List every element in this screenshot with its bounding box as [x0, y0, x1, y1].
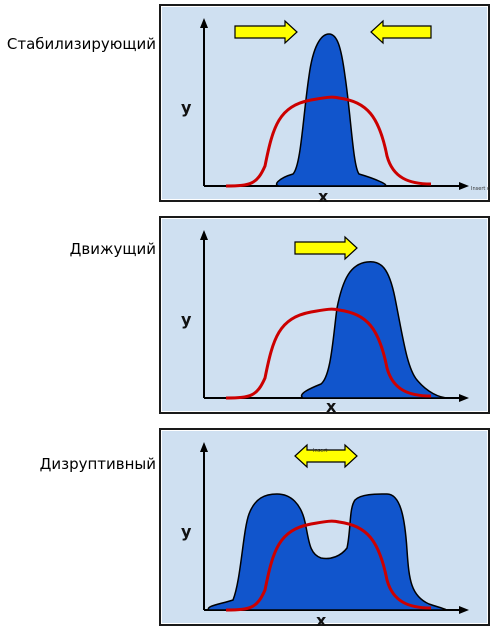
x-axis-label: x [326, 397, 337, 416]
x-axis-arrowhead [459, 182, 469, 190]
panel-label-stabilizing: Стабилизирующий [6, 35, 156, 53]
x-axis-arrowhead [459, 394, 469, 402]
directional-panel: y x [159, 216, 490, 416]
stabilizing-panel: y x Insert c [159, 4, 490, 204]
x-axis-label: x [316, 611, 327, 628]
original-distribution-curve [225, 307, 432, 400]
y-axis-label: y [181, 98, 192, 117]
original-distribution-curve [225, 95, 432, 188]
y-axis-arrowhead [200, 230, 208, 240]
arrow-left-inward [370, 19, 432, 45]
y-axis-label: y [181, 522, 192, 541]
arrow-note: Insert [313, 448, 327, 454]
panel-label-disruptive: Дизруптивный [39, 455, 156, 473]
panel-label-directional: Движущий [69, 240, 156, 258]
arrow-double-disruptive [294, 443, 358, 469]
selected-distribution [275, 33, 387, 187]
x-axis-arrowhead [459, 606, 469, 614]
y-axis-arrowhead [200, 442, 208, 452]
corner-note: Insert c [471, 186, 490, 192]
y-axis-arrowhead [200, 18, 208, 28]
stabilizing-diagram: y x Insert c [181, 18, 490, 204]
arrow-right-inward [234, 19, 298, 45]
disruptive-panel: y x Insert [159, 428, 490, 628]
x-axis-label: x [318, 187, 329, 204]
disruptive-diagram: y x Insert [181, 442, 469, 628]
directional-diagram: y x [181, 230, 469, 416]
selected-distribution [207, 493, 447, 611]
y-axis-label: y [181, 310, 192, 329]
arrow-right-shift [294, 235, 358, 261]
original-distribution-curve [225, 519, 432, 612]
